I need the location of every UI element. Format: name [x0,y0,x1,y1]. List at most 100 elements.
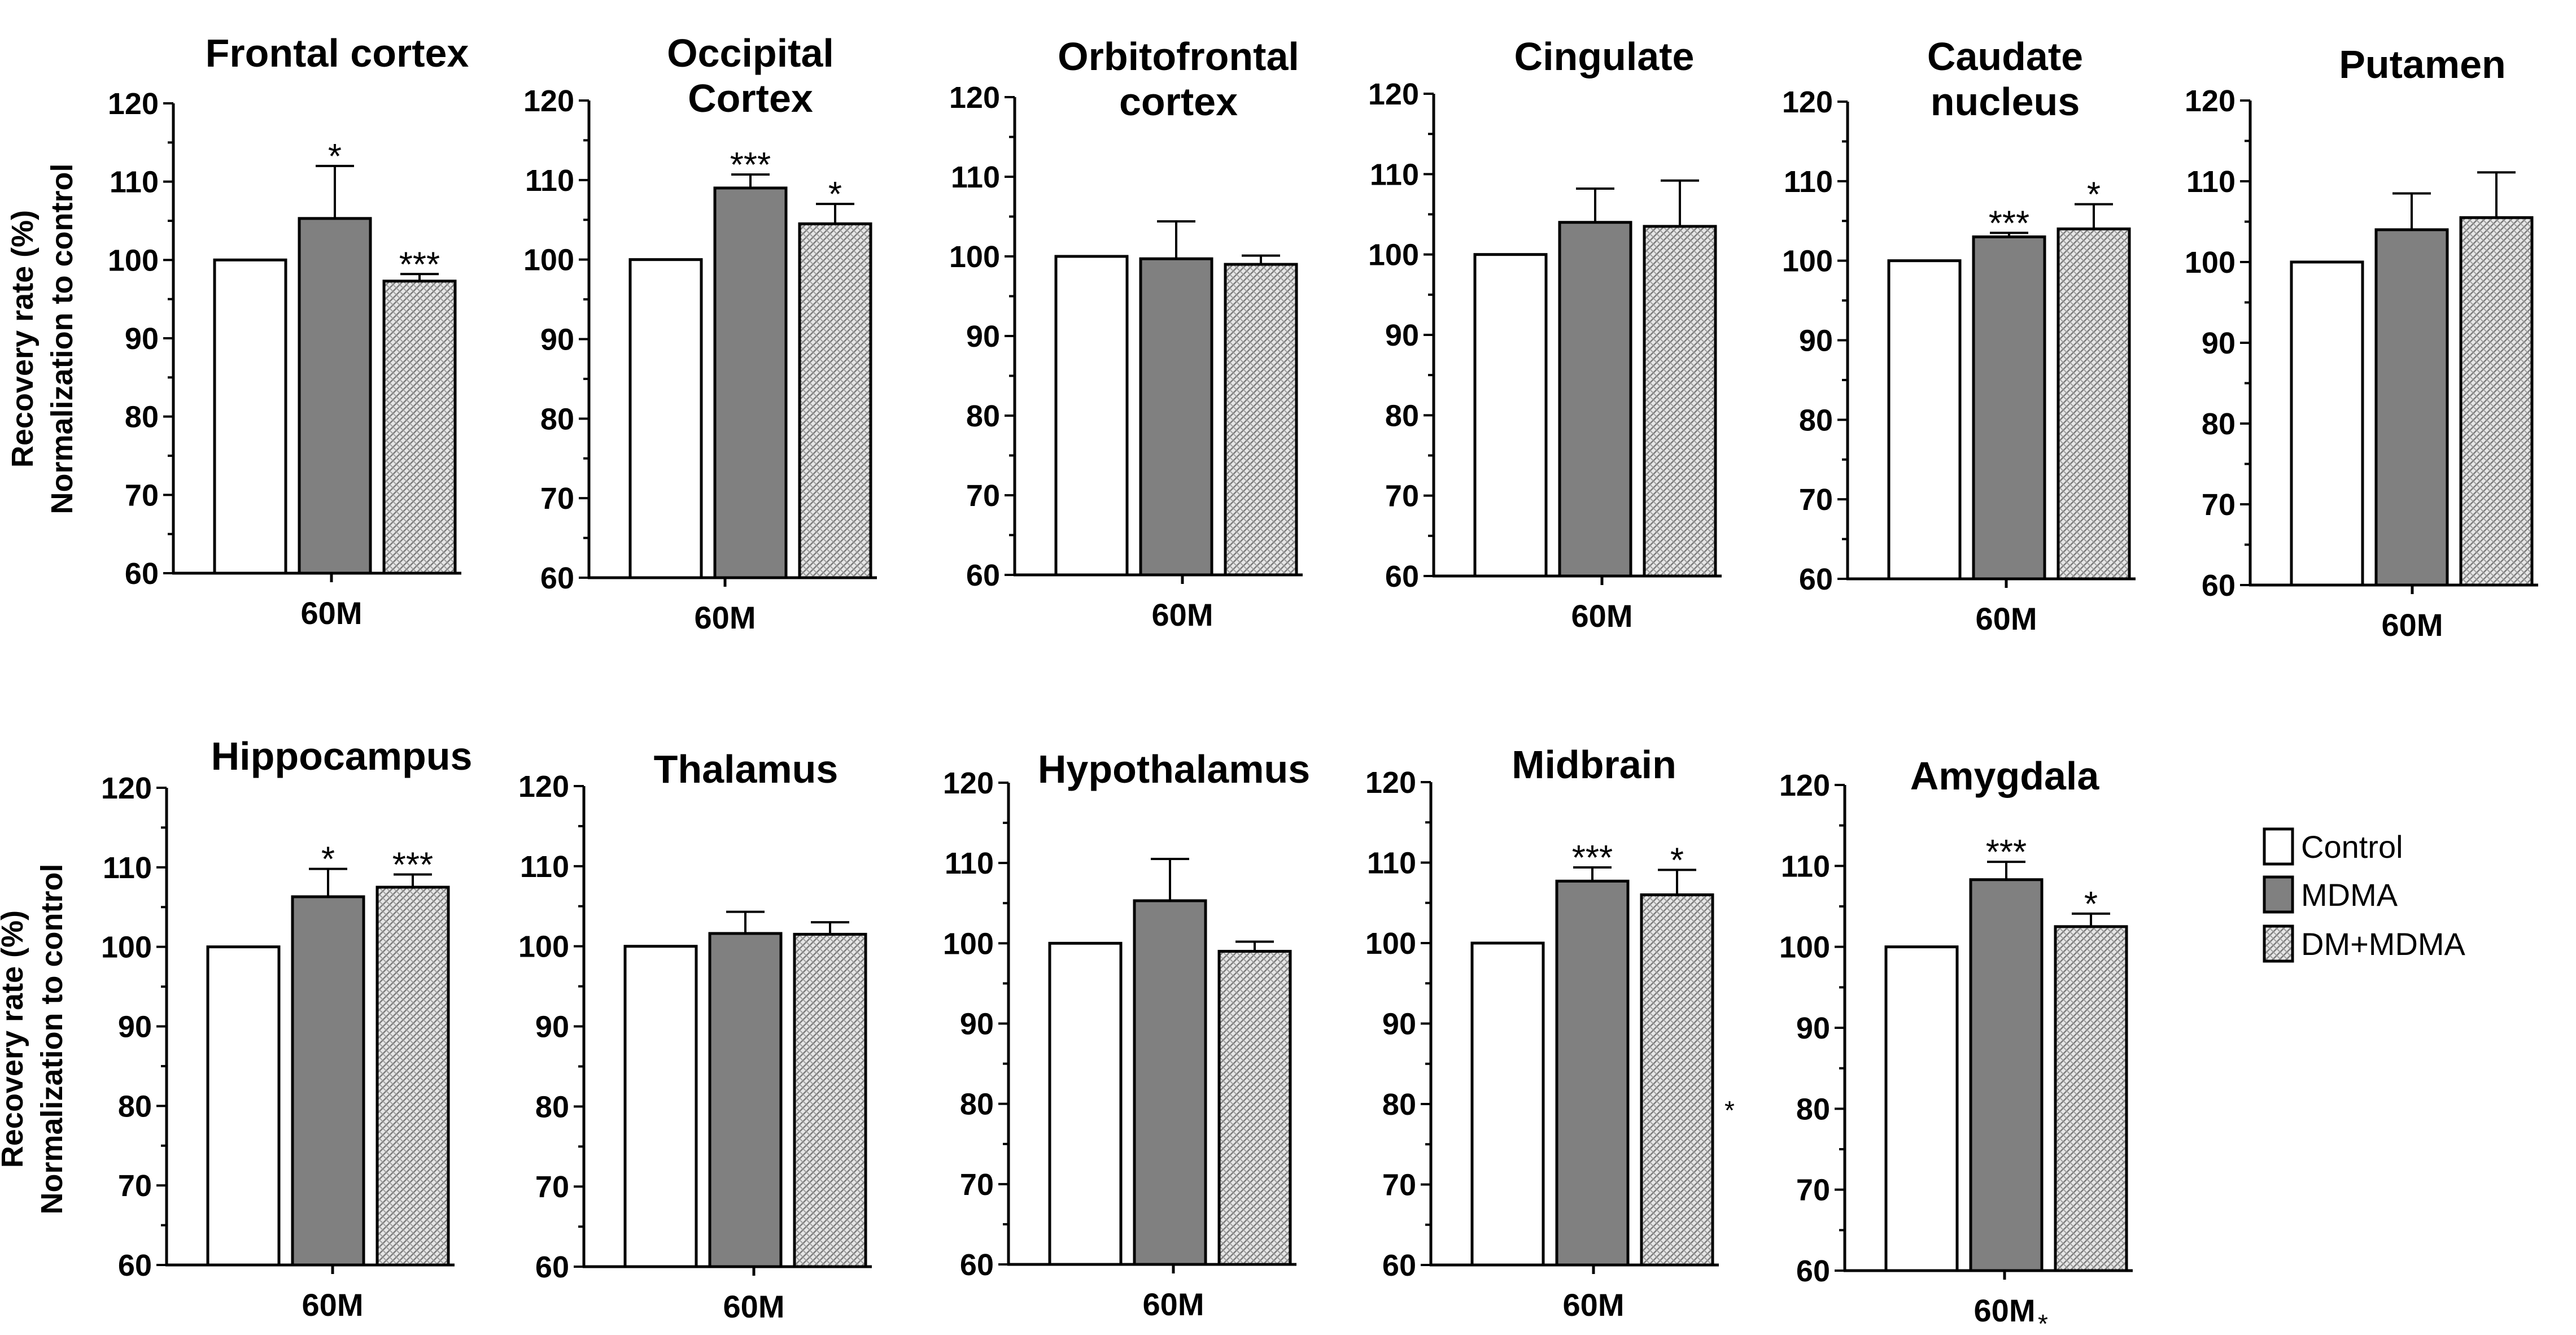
y-tick-label: 70 [540,482,574,516]
significance-mark: *** [392,846,433,885]
panel-7: Thalamus 60 70 80 90 100 110 120 60M [518,747,872,1324]
significance-mark: *** [1989,204,2029,243]
y-tick-label: 110 [103,851,152,885]
y-tick-label: 70 [1796,1173,1830,1207]
y-tick-label: 90 [960,1007,994,1041]
y-tick-label: 100 [523,243,574,277]
y-axis-title: Normalization to control [45,164,79,514]
y-tick-label: 60 [540,561,574,595]
y-tick-label: 120 [1368,77,1419,111]
bar-1 [1133,899,1207,1266]
y-tick-label: 70 [966,479,1000,513]
y-tick-label: 120 [1779,769,1830,802]
y-tick-label: 70 [1799,483,1833,517]
y-axis-title: Normalization to control [35,864,69,1215]
y-tick-label: 100 [1782,245,1833,278]
y-tick-label: 120 [949,81,1000,115]
y-tick-label: 110 [1367,847,1416,880]
y-tick-label: 90 [118,1010,152,1044]
panel-title: Thalamus [654,747,839,791]
y-tick-label: 80 [1799,403,1833,437]
y-tick-label: 110 [2186,165,2236,199]
significance-mark: * [328,137,342,176]
bar-0 [628,258,703,579]
legend: Control MDMA DM+MDMA [2263,827,2466,963]
x-category-label: 60M [1152,597,1213,632]
y-tick-label: 110 [945,847,994,880]
y-tick-label: 100 [1368,238,1419,272]
panel-title: Putamen [2339,42,2506,86]
bar-0 [1473,253,1548,578]
y-tick-label: 60 [1796,1254,1830,1288]
y-tick-label: 60 [960,1248,994,1282]
bar-2 [376,885,450,1267]
y-tick-label: 80 [1796,1092,1830,1126]
y-tick-label: 100 [108,243,159,277]
y-tick-label: 80 [125,400,159,434]
y-tick-label: 120 [523,84,574,118]
y-tick-label: 90 [1796,1011,1830,1045]
legend-swatch-1 [2263,875,2294,914]
y-tick-label: 60 [125,557,159,591]
y-tick-label: 110 [1781,849,1830,883]
y-tick-label: 90 [1799,324,1833,358]
significance-mark: * [2087,176,2101,215]
y-tick-label: 80 [960,1088,994,1122]
significance-mark: * [2084,885,2098,924]
significance-mark: *** [399,245,440,284]
bar-1 [1969,878,2044,1272]
y-tick-label: 70 [960,1168,994,1202]
bar-2 [2057,227,2131,581]
significance-mark: * [1670,841,1684,880]
legend-label: Control [2301,829,2403,865]
y-tick-label: 100 [943,927,994,961]
y-tick-label: 120 [518,770,569,804]
x-category-label: 60M [1974,1293,2036,1328]
y-tick-label: 70 [2202,488,2236,522]
bar-0 [1470,941,1545,1267]
x-category-label: 60M [2382,607,2443,643]
y-axis-title: Recovery rate (%) [6,210,40,468]
y-tick-label: 80 [1385,399,1419,433]
y-tick-label: 80 [1382,1088,1416,1122]
x-category-label: 60M [1143,1286,1204,1322]
bar-0 [1884,945,1959,1272]
bar-1 [713,186,788,579]
y-tick-label: 110 [1370,158,1419,191]
x-category-label: 60M [695,600,756,635]
y-tick-label: 80 [540,402,574,436]
x-category-label: 60M [1563,1287,1625,1323]
significance-mark: * [321,840,335,879]
y-tick-label: 80 [118,1089,152,1123]
y-tick-label: 90 [540,323,574,357]
bar-2 [793,932,867,1268]
x-category-label: 60M [1571,598,1633,634]
y-tick-label: 90 [2202,326,2236,360]
y-tick-label: 110 [110,165,159,199]
panel-title: Midbrain [1512,743,1676,787]
stray-mark: * [1724,1096,1735,1125]
y-tick-label: 120 [101,771,152,805]
y-tick-label: 70 [535,1170,569,1204]
bar-2 [1224,263,1298,577]
stray-marks: ** [1724,1096,2048,1335]
panel-title: Hippocampus [211,734,473,778]
bar-1 [1558,221,1632,578]
bar-0 [1048,941,1123,1266]
bar-0 [1054,255,1129,577]
bar-2 [798,222,872,579]
legend-label: MDMA [2301,877,2398,913]
bar-2 [1217,950,1292,1266]
y-tick-label: 90 [125,322,159,356]
y-tick-label: 110 [951,160,1000,194]
y-tick-label: 110 [1784,165,1833,199]
legend-swatch-0 [2263,827,2294,866]
panel-title: Cortex [688,76,813,120]
y-tick-label: 70 [125,478,159,512]
panel-8: Hypothalamus 60 70 80 90 100 110 120 60M [943,747,1310,1322]
